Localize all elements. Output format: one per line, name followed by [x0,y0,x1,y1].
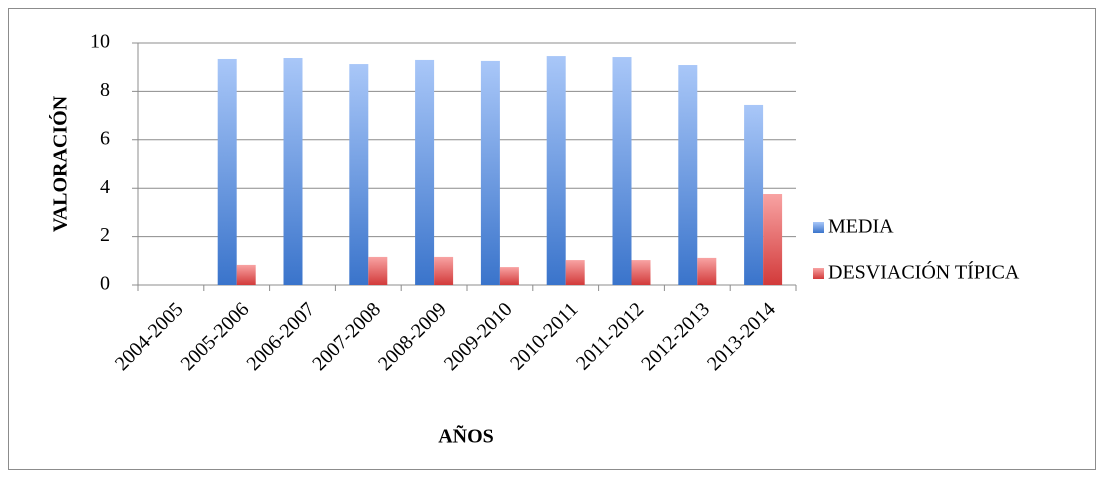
bar [415,59,435,285]
y-tick-label: 4 [100,176,110,198]
bar [678,65,698,285]
bar [349,64,369,285]
legend-label: DESVIACIÓN TÍPICA [828,260,1020,284]
y-axis-title: VALORACIÓN [48,95,72,232]
bar [499,267,519,285]
bar [565,260,585,285]
y-tick-label: 8 [100,79,110,101]
bar [434,256,454,285]
bar [236,264,256,285]
bar [744,104,764,286]
bar [612,57,632,286]
bar [283,58,303,286]
y-tick-label: 2 [100,224,110,246]
bar [217,58,237,285]
bar [480,60,500,285]
bar [368,256,388,285]
bar [763,194,783,285]
legend-swatch [813,222,824,233]
legend-label: MEDIA [828,216,894,238]
bar [631,260,651,285]
y-tick-label: 0 [100,273,110,295]
x-axis-title: AÑOS [438,425,494,448]
bar [697,257,717,285]
legend-swatch [813,268,824,279]
y-tick-label: 10 [90,31,110,53]
bar [546,56,566,286]
y-tick-label: 6 [100,127,110,149]
